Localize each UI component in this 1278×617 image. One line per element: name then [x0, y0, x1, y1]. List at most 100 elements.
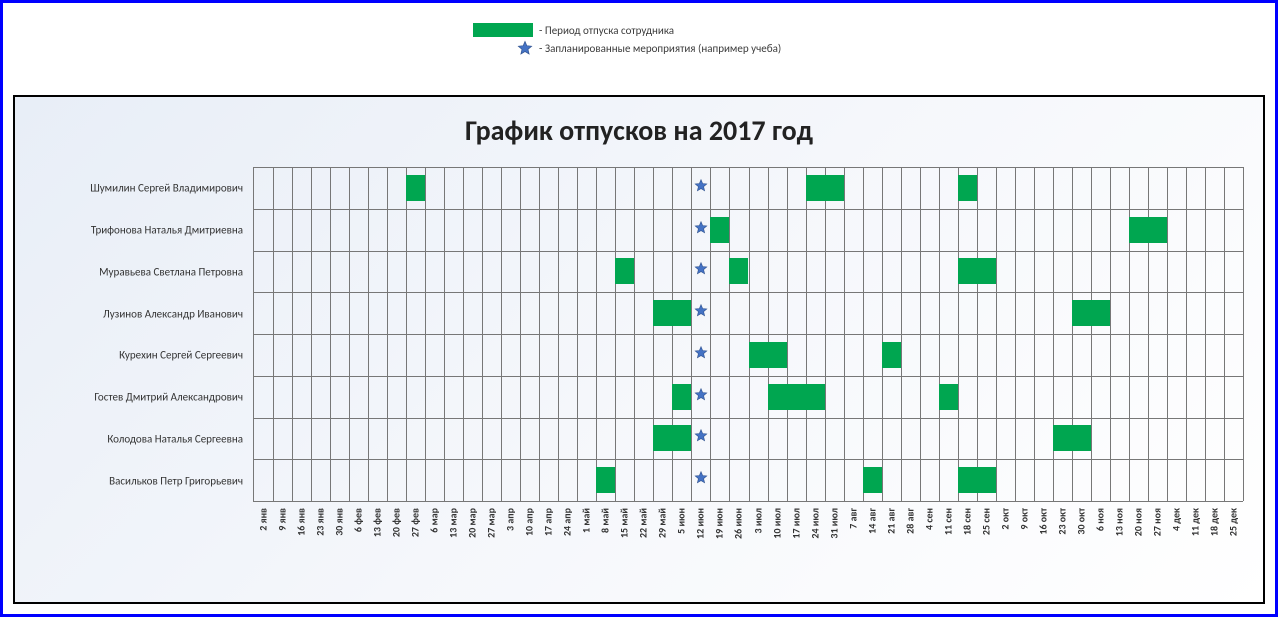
x-tick-label: 3 июл	[751, 508, 764, 534]
x-tick-label: 3 апр	[504, 508, 517, 531]
event-star	[694, 262, 708, 281]
legend-swatch-vacation	[473, 23, 533, 37]
x-tick-label: 2 окт	[999, 508, 1012, 530]
x-tick-label: 20 фев	[389, 508, 402, 537]
employee-label: Лузинов Александр Иванович	[53, 307, 249, 320]
x-tick-label: 9 янв	[275, 508, 288, 531]
x-tick-label: 18 сен	[960, 508, 973, 535]
gridline-horizontal	[254, 209, 1243, 210]
gridline-vertical	[1243, 167, 1244, 501]
employee-label: Васильков Петр Григорьевич	[53, 475, 249, 488]
vacation-bar	[710, 217, 729, 243]
x-tick-label: 12 июн	[694, 508, 707, 539]
vacation-bar	[958, 175, 977, 201]
legend-row-vacation: - Период отпуска сотрудника	[473, 21, 674, 39]
x-tick-label: 20 ноя	[1132, 508, 1145, 536]
gridline-horizontal	[254, 292, 1243, 293]
vacation-bar	[749, 342, 787, 368]
x-tick-label: 6 фев	[351, 508, 364, 532]
chart-title: График отпусков на 2017 год	[15, 113, 1263, 148]
event-star	[694, 178, 708, 197]
x-tick-label: 11 дек	[1189, 508, 1202, 536]
vacation-bar	[1129, 217, 1167, 243]
x-tick-label: 31 июл	[827, 508, 840, 539]
x-tick-label: 10 июл	[770, 508, 783, 539]
vacation-bar	[653, 425, 691, 451]
legend-label-vacation: - Период отпуска сотрудника	[539, 24, 674, 37]
legend-star-box	[473, 40, 533, 56]
vacation-bar	[1072, 300, 1110, 326]
gridline-horizontal	[254, 376, 1243, 377]
star-icon	[517, 40, 533, 56]
x-tick-label: 20 мар	[465, 508, 478, 538]
vacation-bar	[768, 384, 825, 410]
vacation-bar	[1053, 425, 1091, 451]
gantt-wrap: Шумилин Сергей Владимирович Трифонова Нат…	[53, 167, 1243, 502]
x-tick-label: 30 окт	[1075, 508, 1088, 535]
x-tick-label: 16 янв	[294, 508, 307, 536]
x-tick-label: 4 дек	[1170, 508, 1183, 531]
x-tick-label: 27 ноя	[1151, 508, 1164, 536]
gridline-horizontal	[254, 334, 1243, 335]
vacation-bar	[653, 300, 691, 326]
x-tick-label: 17 июл	[789, 508, 802, 539]
x-tick-label: 13 ноя	[1113, 508, 1126, 536]
event-star	[694, 345, 708, 364]
x-tick-label: 4 сен	[922, 508, 935, 530]
gantt: Шумилин Сергей Владимирович Трифонова Нат…	[53, 167, 1243, 502]
plot-area	[253, 167, 1243, 502]
employee-label: Колодова Наталья Сергеевна	[53, 433, 249, 446]
event-star	[694, 471, 708, 490]
gridline-horizontal	[254, 167, 1243, 168]
employee-label: Трифонова Наталья Дмитриевна	[53, 223, 249, 236]
legend: - Период отпуска сотрудника - Запланиров…	[473, 21, 781, 57]
event-star	[694, 429, 708, 448]
x-tick-label: 13 мар	[446, 508, 459, 538]
event-star	[694, 220, 708, 239]
vacation-bar	[863, 467, 882, 493]
vacation-bar	[806, 175, 844, 201]
vacation-bar	[672, 384, 691, 410]
x-tick-label: 5 июн	[675, 508, 688, 534]
chart-frame: График отпусков на 2017 год Шумилин Серг…	[13, 95, 1265, 604]
legend-label-event: - Запланированные мероприятия (например …	[539, 42, 781, 55]
x-tick-label: 8 май	[599, 508, 612, 533]
row-labels: Шумилин Сергей Владимирович Трифонова Нат…	[53, 167, 253, 502]
x-tick-label: 25 дек	[1227, 508, 1240, 536]
gridline-horizontal	[254, 251, 1243, 252]
gridline-horizontal	[254, 459, 1243, 460]
x-tick-label: 16 окт	[1037, 508, 1050, 535]
x-tick-label: 10 апр	[523, 508, 536, 536]
vacation-bar	[596, 467, 615, 493]
gridline-horizontal	[254, 418, 1243, 419]
x-tick-label: 26 июн	[732, 508, 745, 539]
x-tick-label: 21 авг	[884, 508, 897, 534]
vacation-bar	[615, 258, 634, 284]
x-tick-label: 23 янв	[313, 508, 326, 536]
gridline-horizontal	[254, 501, 1243, 502]
outer-frame: - Период отпуска сотрудника - Запланиров…	[0, 0, 1278, 617]
x-tick-label: 15 май	[618, 508, 631, 538]
event-star	[694, 304, 708, 323]
event-star	[694, 387, 708, 406]
vacation-bar	[958, 258, 996, 284]
x-tick-label: 29 май	[656, 508, 669, 538]
employee-label: Шумилин Сергей Владимирович	[53, 181, 249, 194]
vacation-bar	[882, 342, 901, 368]
x-tick-label: 11 сен	[941, 508, 954, 535]
x-tick-label: 13 фев	[370, 508, 383, 537]
legend-row-event: - Запланированные мероприятия (например …	[473, 39, 781, 57]
x-tick-label: 22 май	[637, 508, 650, 538]
x-tick-label: 6 ноя	[1094, 508, 1107, 531]
x-tick-label: 30 янв	[332, 508, 345, 536]
x-tick-label: 17 апр	[542, 508, 555, 536]
employee-label: Курехин Сергей Сергеевич	[53, 349, 249, 362]
x-tick-label: 24 апр	[561, 508, 574, 536]
vacation-bar	[958, 467, 996, 493]
x-tick-label: 27 фев	[408, 508, 421, 537]
x-tick-label: 2 янв	[256, 508, 269, 531]
x-tick-label: 25 сен	[979, 508, 992, 535]
vacation-bar	[406, 175, 425, 201]
x-tick-label: 14 авг	[865, 508, 878, 534]
x-tick-label: 19 июн	[713, 508, 726, 539]
